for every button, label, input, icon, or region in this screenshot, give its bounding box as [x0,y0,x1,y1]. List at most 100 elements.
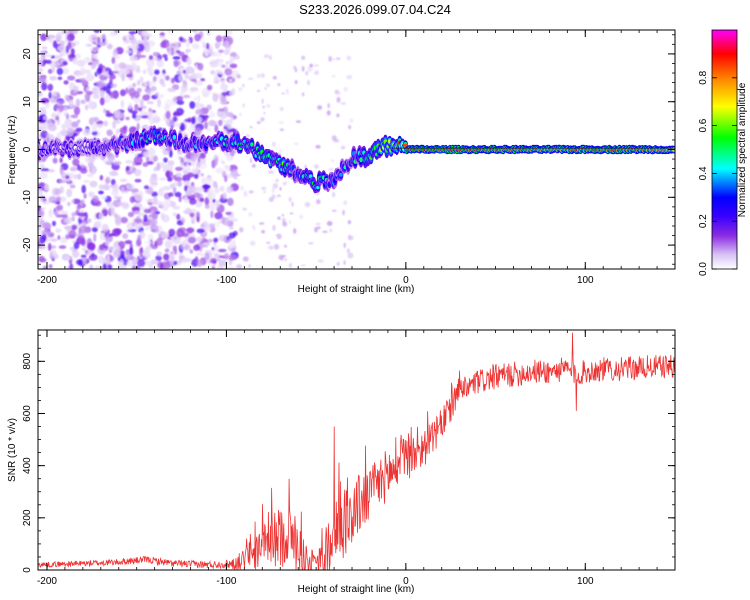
spectrogram-cell [142,69,147,75]
spectrogram-cell [225,61,230,65]
spectrogram-cell [137,259,146,267]
spectrogram-cell [152,76,157,82]
spectrogram-cell [45,54,53,58]
spectrogram-cell [187,172,195,178]
spectrogram-cell [348,125,351,130]
spectrogram-cell [289,212,294,215]
spectrogram-cell [137,80,141,86]
spectrogram-cell [174,176,183,182]
spectrogram-cell [169,183,175,189]
spectrogram-cell [76,203,80,212]
spectrogram-cell [225,112,234,117]
spectrogram-cell [134,192,144,202]
spectrogram-cell [180,257,189,262]
spectrogram-cell [214,157,218,167]
spectrogram-cell [199,152,206,159]
spectrogram-cell [222,36,231,39]
spectrogram-cell [61,214,68,219]
spectrogram-cell [94,265,104,269]
spectrogram-cell [281,92,285,95]
spectrogram-cell [136,87,142,93]
spectrogram-cell [130,110,138,115]
spectrogram-cell [210,187,215,194]
spectrogram-cell [197,95,201,102]
spectrogram-cell [194,33,202,42]
spectrogram-cell [122,233,129,239]
spectrogram-cell [98,190,104,195]
spectrogram-cell [262,105,265,109]
spectrogram-cell [211,159,216,169]
spectrogram-cell [74,173,78,180]
colorbar-label: Normalized spectral amplitude [737,82,748,217]
spectrogram-cell [204,115,208,122]
spectrogram-cell [173,248,178,255]
spectrogram-cell [139,76,144,83]
spectrogram-cell [146,101,154,105]
spectrogram-cell [116,198,121,202]
spectrogram-cell [151,211,158,220]
spectrogram-y-label: Frequency (Hz) [7,116,18,185]
spectrogram-cell [59,40,65,47]
colorbar-tick-label: 0.2 [698,214,709,228]
spectrogram-x-tick-label: 0 [403,275,409,286]
spectrogram-cell [181,239,188,248]
spectrogram-cell [126,221,134,231]
spectrogram-cell [162,186,171,191]
spectrogram-cell [224,175,228,183]
spectrogram-cell [183,180,190,187]
spectrogram-cell [164,57,168,61]
spectrogram-cell [125,160,133,164]
spectrogram-cell [63,80,69,85]
spectrogram-cell [136,50,141,60]
spectrogram-cell [230,169,238,178]
snr-x-tick-label: 0 [403,576,409,587]
spectrogram-cell [331,159,334,162]
spectrogram-cell [233,56,237,61]
spectrogram-cell [186,56,192,66]
spectrogram-cell [205,221,209,231]
spectrogram-cell [125,116,130,121]
spectrogram-cell [120,99,125,108]
spectrogram-cell [44,102,50,109]
snr-panel: -200 -100 0 100 0 200 400 600 800 Height of str… [7,329,676,595]
spectrogram-cell [109,207,115,216]
spectrogram-cell [71,212,77,217]
spectrogram-cell [112,90,119,99]
spectrogram-cell [91,58,97,62]
spectrogram-cell [322,230,328,233]
spectrogram-cell [176,237,180,243]
spectrogram-cell [84,104,89,111]
spectrogram-cell [88,35,93,42]
spectrogram-x-label: Height of straight line (km) [298,284,415,295]
spectrogram-cell [56,204,63,211]
spectrogram-cell [314,70,319,76]
snr-frame [37,329,676,571]
spectrogram-cell [266,241,271,244]
spectrogram-cell [58,245,67,249]
snr-x-ticks: -200 -100 0 100 [37,330,676,587]
spectrogram-cell [199,198,205,203]
spectrogram-cell [137,234,142,242]
spectrogram-cell [76,71,81,77]
spectrogram-cell [130,166,134,173]
spectrogram-cell [112,249,120,258]
spectrogram-cell [347,235,354,241]
spectrogram-cell [160,212,165,220]
spectrogram-cell [62,61,68,66]
spectrogram-cell [163,157,168,163]
spectrogram-cell [194,127,202,136]
spectrogram-cell [245,134,250,138]
spectrogram-cell [314,226,318,233]
snr-y-tick-label: 400 [22,457,33,474]
snr-y-label: SNR (10 * v/v) [7,418,18,482]
spectrogram-cell [185,207,192,215]
spectrogram-cell [228,232,236,239]
spectrogram-cell [89,165,97,175]
spectrogram-cell [103,94,111,104]
spectrogram-cell [279,187,282,191]
spectrogram-cell [336,57,341,60]
spectrogram-cell [172,205,181,210]
spectrogram-cell [228,128,238,133]
spectrogram-cell [348,74,352,79]
